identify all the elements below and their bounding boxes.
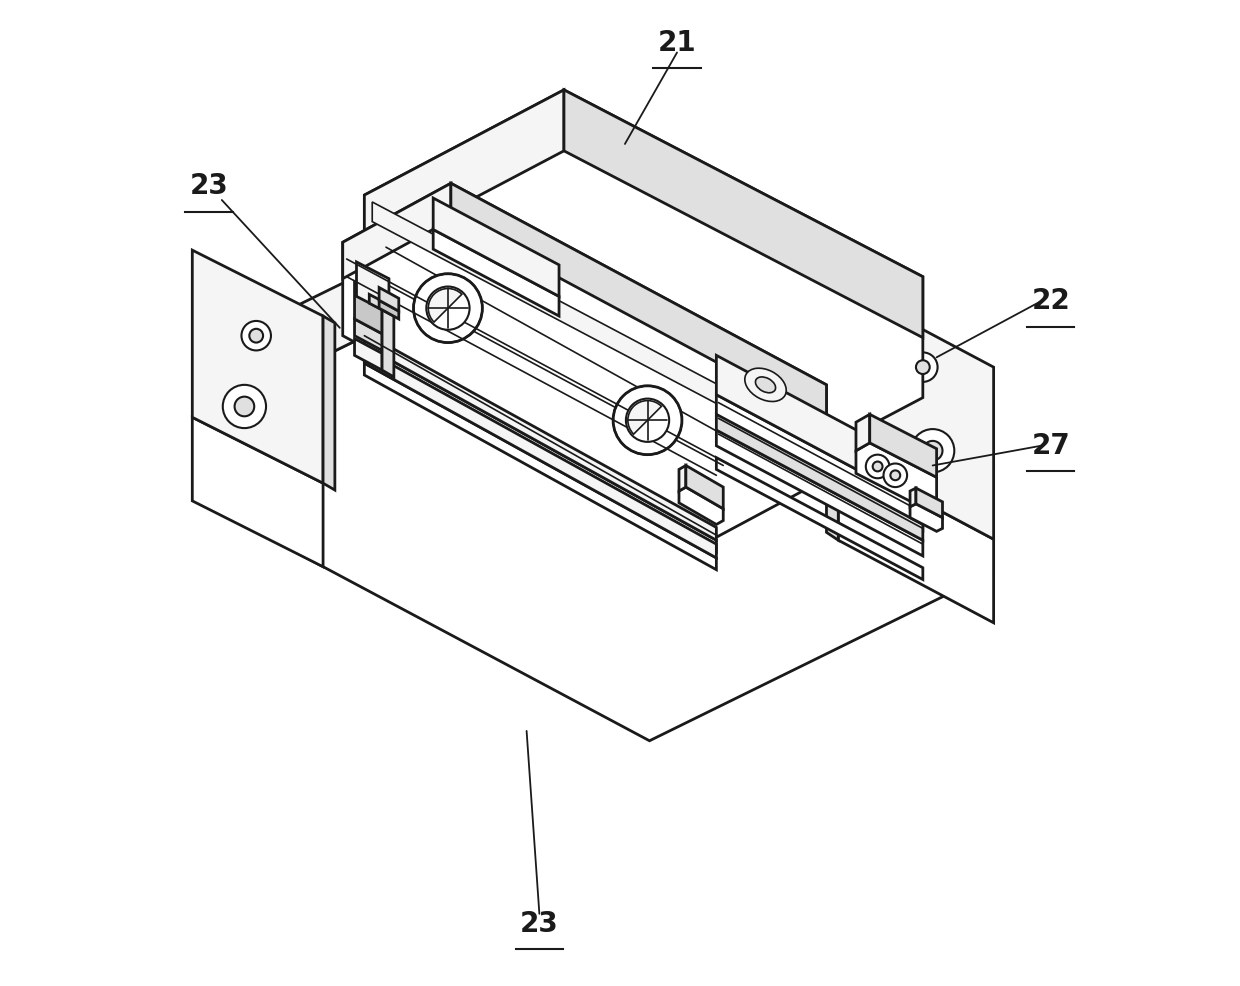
Polygon shape <box>717 394 923 530</box>
Polygon shape <box>382 295 394 377</box>
Polygon shape <box>838 457 993 623</box>
Polygon shape <box>856 443 936 508</box>
Circle shape <box>916 360 930 374</box>
Wedge shape <box>428 289 461 322</box>
Circle shape <box>923 441 942 460</box>
Polygon shape <box>355 318 382 350</box>
Text: 22: 22 <box>1032 287 1070 316</box>
Polygon shape <box>564 90 923 337</box>
Polygon shape <box>680 465 686 491</box>
Circle shape <box>884 463 908 487</box>
Polygon shape <box>686 465 723 509</box>
Polygon shape <box>356 262 389 314</box>
Polygon shape <box>365 345 717 552</box>
Circle shape <box>908 352 937 382</box>
Polygon shape <box>355 282 382 333</box>
Polygon shape <box>838 285 993 539</box>
Polygon shape <box>717 414 923 540</box>
Circle shape <box>873 461 883 471</box>
Text: 21: 21 <box>657 29 697 56</box>
Text: 23: 23 <box>190 173 228 200</box>
Polygon shape <box>680 487 723 525</box>
Polygon shape <box>827 277 838 540</box>
Ellipse shape <box>755 377 775 392</box>
Polygon shape <box>916 488 942 518</box>
Polygon shape <box>365 90 923 503</box>
Polygon shape <box>565 174 993 465</box>
Wedge shape <box>627 400 661 434</box>
Circle shape <box>249 328 263 342</box>
Polygon shape <box>910 488 916 507</box>
Polygon shape <box>717 430 923 556</box>
Polygon shape <box>433 230 559 317</box>
Circle shape <box>626 398 670 442</box>
Polygon shape <box>379 301 399 318</box>
Text: 23: 23 <box>520 910 559 938</box>
Ellipse shape <box>745 368 786 401</box>
Polygon shape <box>717 458 923 580</box>
Polygon shape <box>856 414 869 451</box>
Polygon shape <box>365 332 717 540</box>
Circle shape <box>234 396 254 416</box>
Polygon shape <box>717 355 923 505</box>
Circle shape <box>911 429 955 472</box>
Polygon shape <box>222 174 565 406</box>
Circle shape <box>890 470 900 480</box>
Polygon shape <box>370 295 392 316</box>
Polygon shape <box>379 288 399 312</box>
Text: 27: 27 <box>1032 432 1070 459</box>
Polygon shape <box>192 417 324 567</box>
Polygon shape <box>869 414 936 477</box>
Polygon shape <box>372 202 718 404</box>
Circle shape <box>413 274 482 342</box>
Polygon shape <box>342 183 451 279</box>
Polygon shape <box>451 183 827 421</box>
Circle shape <box>427 287 470 329</box>
Polygon shape <box>222 238 993 740</box>
Circle shape <box>223 385 267 428</box>
Polygon shape <box>324 317 335 490</box>
Circle shape <box>242 320 272 350</box>
Polygon shape <box>355 338 382 370</box>
Circle shape <box>866 455 889 478</box>
Polygon shape <box>910 504 942 531</box>
Polygon shape <box>365 90 564 256</box>
Circle shape <box>613 386 682 455</box>
Polygon shape <box>365 363 717 570</box>
Polygon shape <box>365 349 717 558</box>
Polygon shape <box>433 198 559 297</box>
Polygon shape <box>192 250 324 483</box>
Polygon shape <box>342 183 827 537</box>
